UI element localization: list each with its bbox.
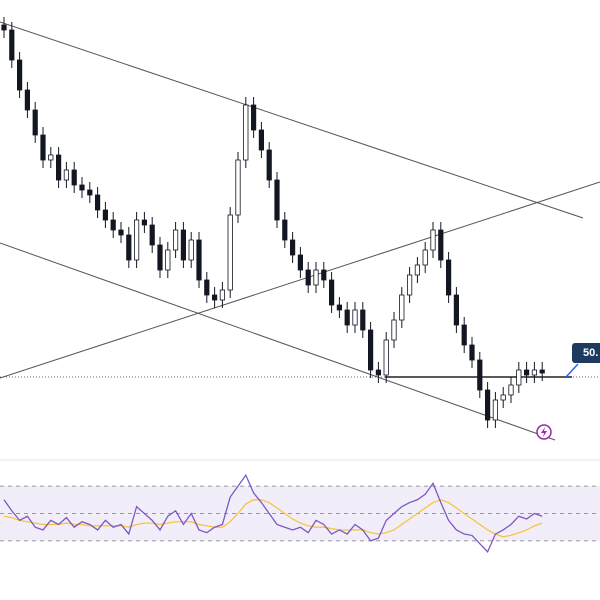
candle-body	[282, 219, 288, 241]
candle-body	[430, 229, 436, 251]
rsi-pane	[0, 473, 600, 554]
candle-body	[406, 274, 413, 296]
label-pointer	[565, 363, 579, 378]
candle-body	[16, 59, 23, 91]
trend-line	[0, 21, 584, 219]
candle-body	[344, 309, 350, 326]
candle-body	[438, 229, 444, 261]
price-label-box	[572, 343, 600, 363]
rsi-line	[3, 473, 543, 554]
alert-icon	[536, 424, 552, 440]
candle-body	[305, 269, 311, 286]
candle-body	[95, 194, 101, 211]
candle-body	[484, 389, 491, 421]
candle-body	[243, 104, 249, 161]
price-pane: 50.	[0, 17, 600, 428]
candle-body	[211, 294, 218, 301]
candle-body	[188, 239, 194, 261]
candle-body	[102, 209, 108, 221]
candle-body	[126, 234, 132, 261]
candle-body	[63, 169, 69, 181]
candle-body	[24, 89, 31, 111]
candle-body	[391, 319, 397, 341]
candle-body	[453, 294, 460, 326]
candle-body	[352, 309, 358, 326]
trend-line	[0, 242, 556, 441]
candle-body	[422, 249, 428, 266]
candle-body	[149, 224, 155, 246]
candle-body	[516, 369, 522, 386]
candle-body	[9, 29, 15, 61]
rsi-line	[3, 499, 543, 538]
candle-body	[40, 134, 46, 161]
candle-body	[289, 239, 296, 256]
candle-body	[196, 239, 202, 281]
candle-body	[383, 339, 389, 376]
candle-body	[32, 109, 38, 136]
alert-bolt	[541, 427, 547, 437]
candle-body	[204, 279, 210, 296]
candle-body	[360, 309, 366, 331]
candle-body	[469, 344, 475, 361]
candle-body	[539, 369, 545, 374]
candle-body	[399, 294, 405, 321]
candle-body	[56, 154, 62, 181]
trend-line	[0, 181, 600, 379]
candle-body	[258, 129, 265, 151]
candle-body	[524, 369, 530, 376]
price-label: 50.	[583, 347, 598, 359]
candle-body	[219, 289, 225, 301]
candle-body	[1, 24, 7, 31]
candle-body	[336, 304, 343, 311]
candle-body	[71, 169, 77, 186]
candle-body	[321, 269, 327, 281]
candle-body	[250, 104, 257, 131]
candle-body	[531, 369, 538, 376]
candle-body	[508, 384, 514, 396]
candle-body	[500, 394, 506, 401]
candle-body	[414, 264, 421, 276]
candle-body	[375, 369, 382, 376]
candle-body	[48, 154, 54, 161]
candle-body	[133, 219, 140, 261]
candle-body	[274, 179, 280, 221]
candle-body	[79, 184, 85, 191]
candle-body	[266, 149, 272, 181]
candle-body	[297, 254, 304, 271]
candle-body	[477, 359, 483, 391]
candle-body	[445, 259, 452, 296]
candle-body	[492, 399, 499, 421]
candle-body	[118, 229, 124, 236]
candle-body	[165, 249, 171, 271]
candle-body	[367, 329, 374, 371]
candle-body	[180, 229, 186, 261]
candle-body	[110, 219, 116, 231]
candle-body	[235, 159, 241, 216]
candle-body	[157, 244, 163, 271]
candle-body	[227, 214, 233, 291]
candle-body	[87, 189, 93, 196]
candle-body	[461, 324, 467, 346]
candle-body	[141, 219, 147, 226]
candle-body	[328, 279, 335, 306]
candle-body	[172, 229, 179, 251]
candle-body	[313, 269, 319, 286]
trend-lines	[0, 21, 600, 441]
